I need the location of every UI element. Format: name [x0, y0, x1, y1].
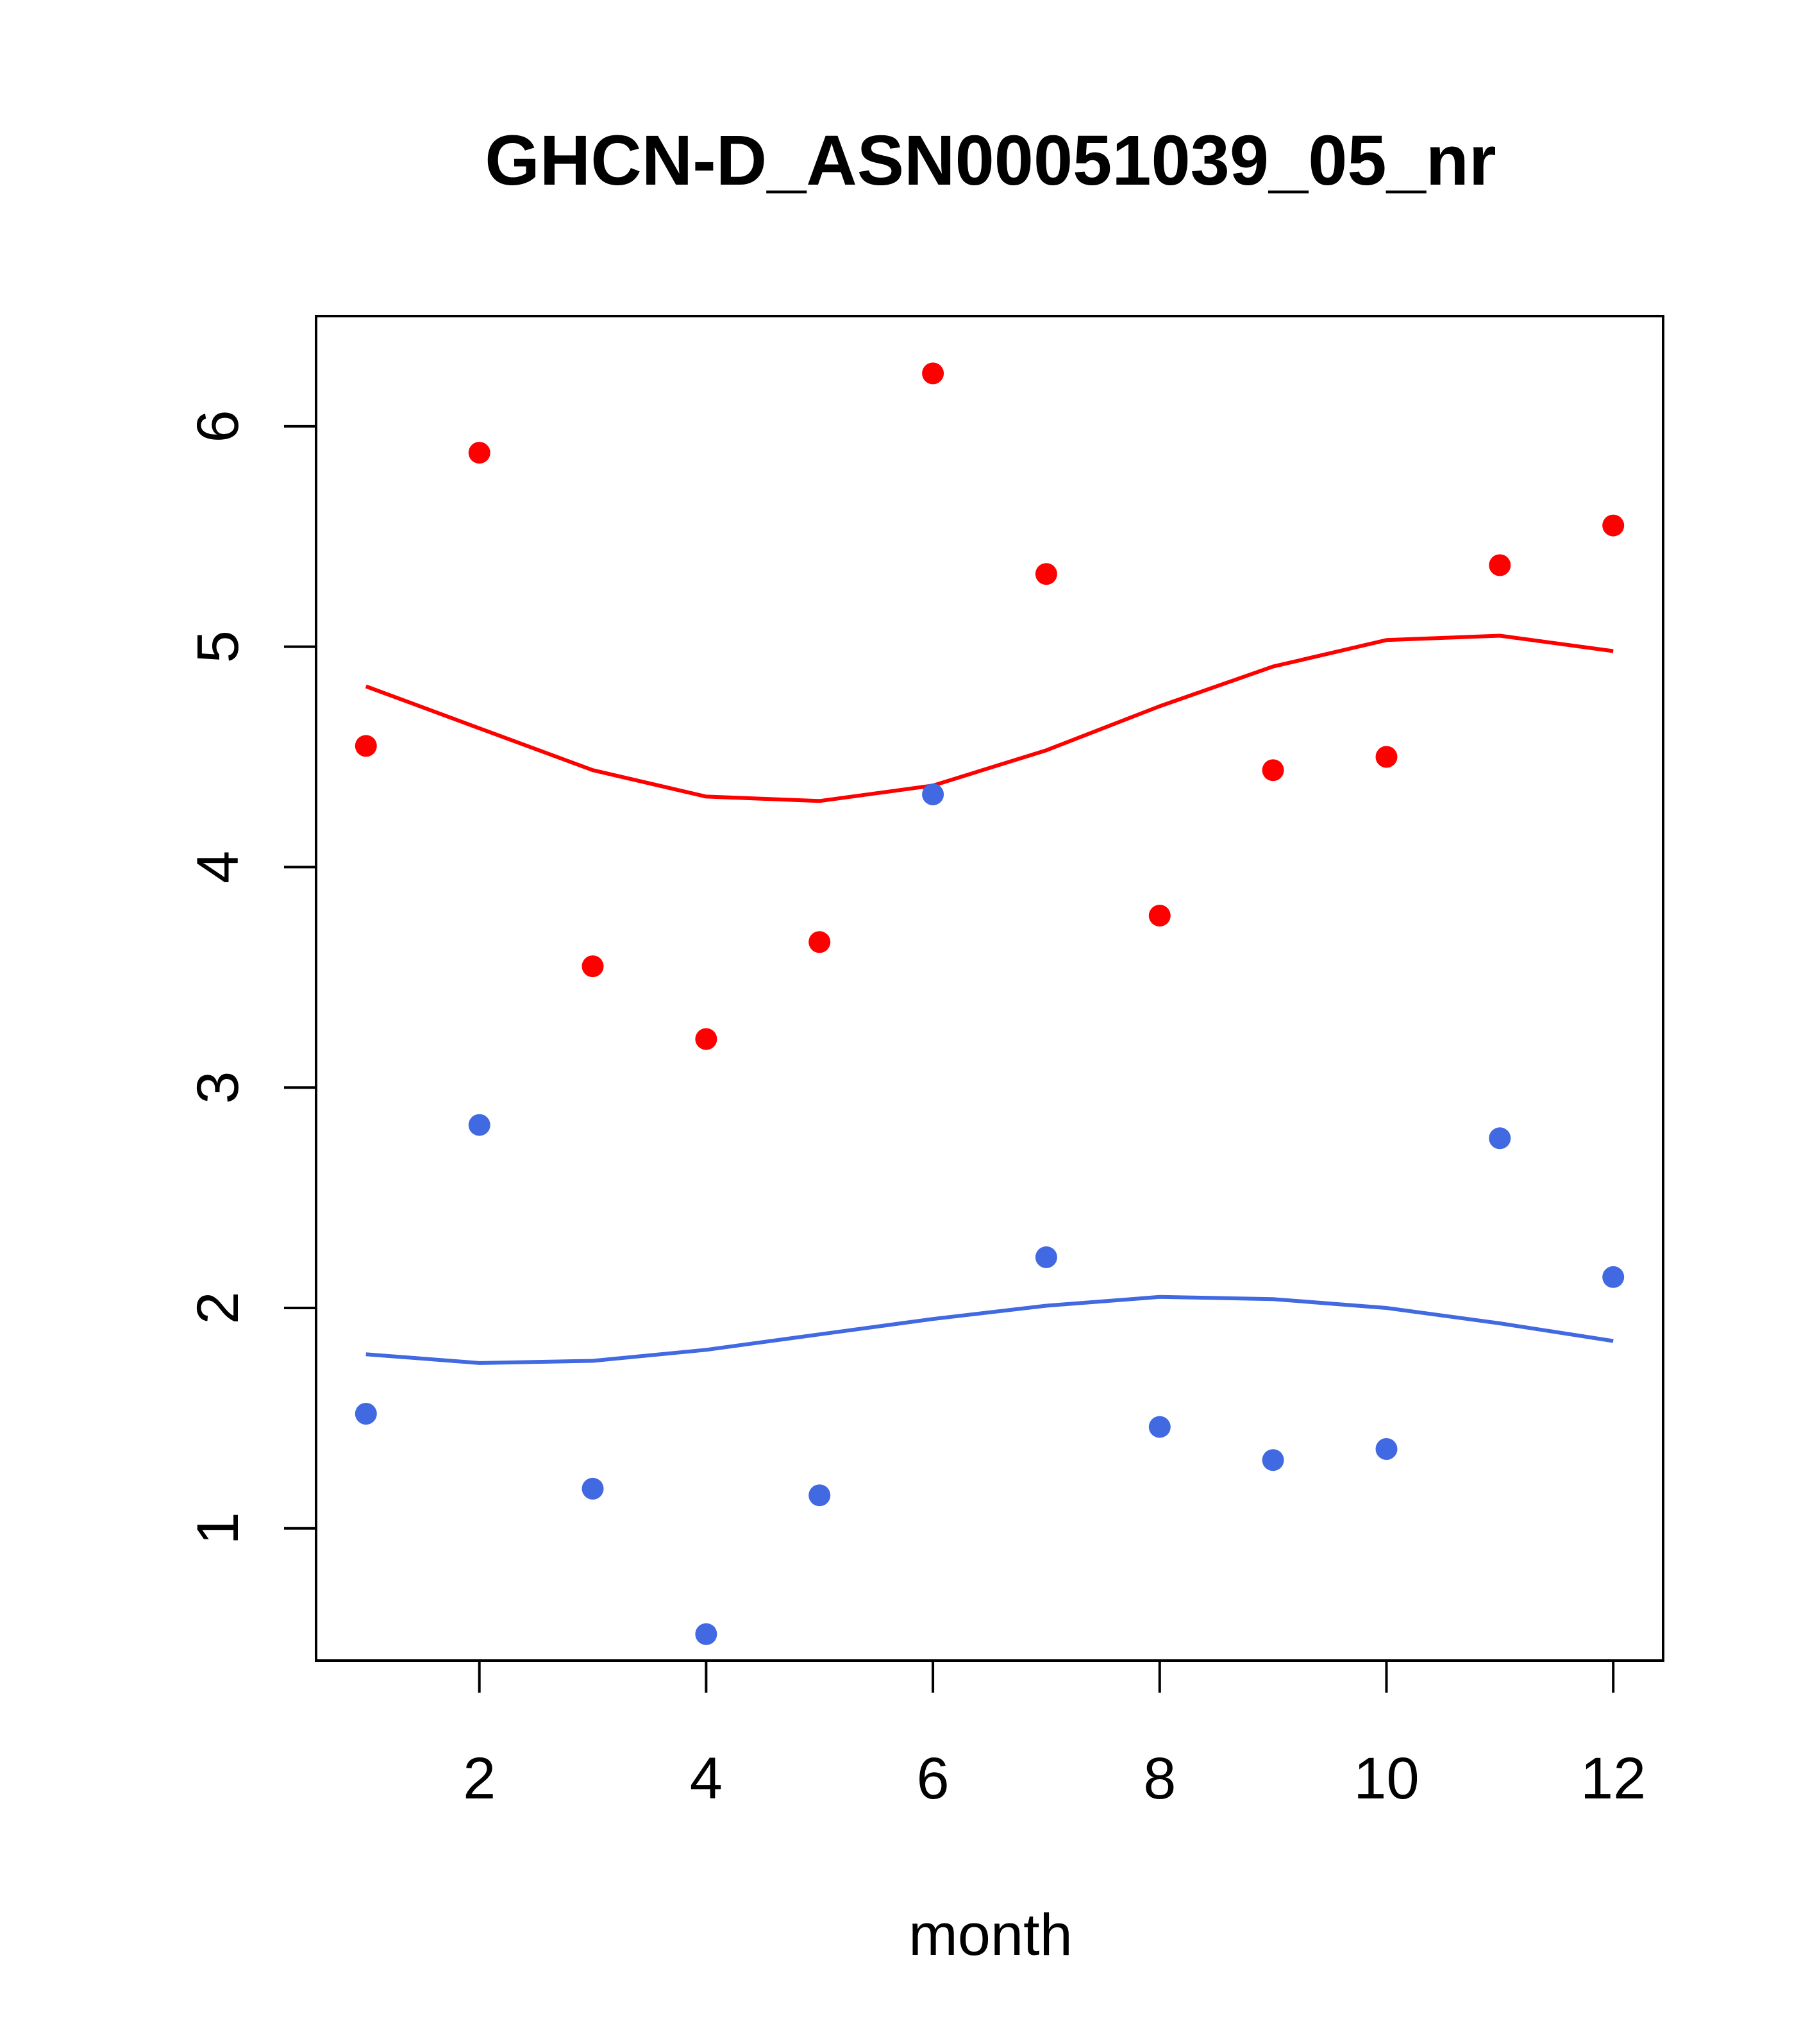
- y-tick-label: 3: [185, 1071, 251, 1104]
- series-1-point: [1148, 1416, 1171, 1438]
- series-1-fit-line: [365, 1294, 1614, 1365]
- y-tick-label: 4: [185, 851, 251, 884]
- x-tick-label: 8: [1143, 1746, 1176, 1811]
- series-1-point: [1375, 1438, 1398, 1460]
- series-0-point: [582, 955, 604, 978]
- series-0-point: [1148, 905, 1171, 927]
- series-1-point: [468, 1114, 490, 1136]
- x-tick-label: 2: [463, 1746, 496, 1811]
- y-tick-label: 6: [185, 410, 251, 442]
- y-tick-label: 1: [185, 1512, 251, 1545]
- series-1-point: [1262, 1449, 1284, 1471]
- series-0-point: [1489, 554, 1511, 576]
- series-0-point: [1375, 746, 1398, 768]
- series-0-point: [808, 931, 831, 953]
- x-tick-label: 10: [1353, 1746, 1419, 1811]
- series-1-point: [695, 1623, 717, 1645]
- plot-frame: [315, 315, 1664, 1662]
- x-axis-label: month: [908, 1902, 1073, 1968]
- series-1-point: [922, 783, 944, 805]
- x-tick-label: 6: [916, 1746, 949, 1811]
- chart-title: GHCN-D_ASN00051039_05_nr: [485, 121, 1496, 200]
- series-layer: [355, 362, 1625, 1645]
- series-0-point: [695, 1028, 717, 1050]
- series-1-point: [355, 1403, 377, 1425]
- series-0: [355, 362, 1625, 1050]
- x-tick-label: 4: [690, 1746, 723, 1811]
- series-0-point: [1602, 514, 1625, 537]
- series-1: [355, 783, 1625, 1645]
- series-0-point: [1035, 563, 1057, 585]
- series-1-point: [582, 1477, 604, 1500]
- series-1-point: [808, 1484, 831, 1507]
- series-0-point: [922, 362, 944, 385]
- x-tick-label: 12: [1580, 1746, 1646, 1811]
- series-1-point: [1489, 1127, 1511, 1150]
- series-0-fit-line: [365, 633, 1614, 803]
- y-tick-label: 5: [185, 630, 251, 663]
- series-1-point: [1602, 1266, 1625, 1288]
- series-0-point: [355, 735, 377, 757]
- series-0-point: [468, 442, 490, 464]
- series-1-point: [1035, 1246, 1057, 1268]
- y-tick-label: 2: [185, 1291, 251, 1324]
- series-0-point: [1262, 759, 1284, 782]
